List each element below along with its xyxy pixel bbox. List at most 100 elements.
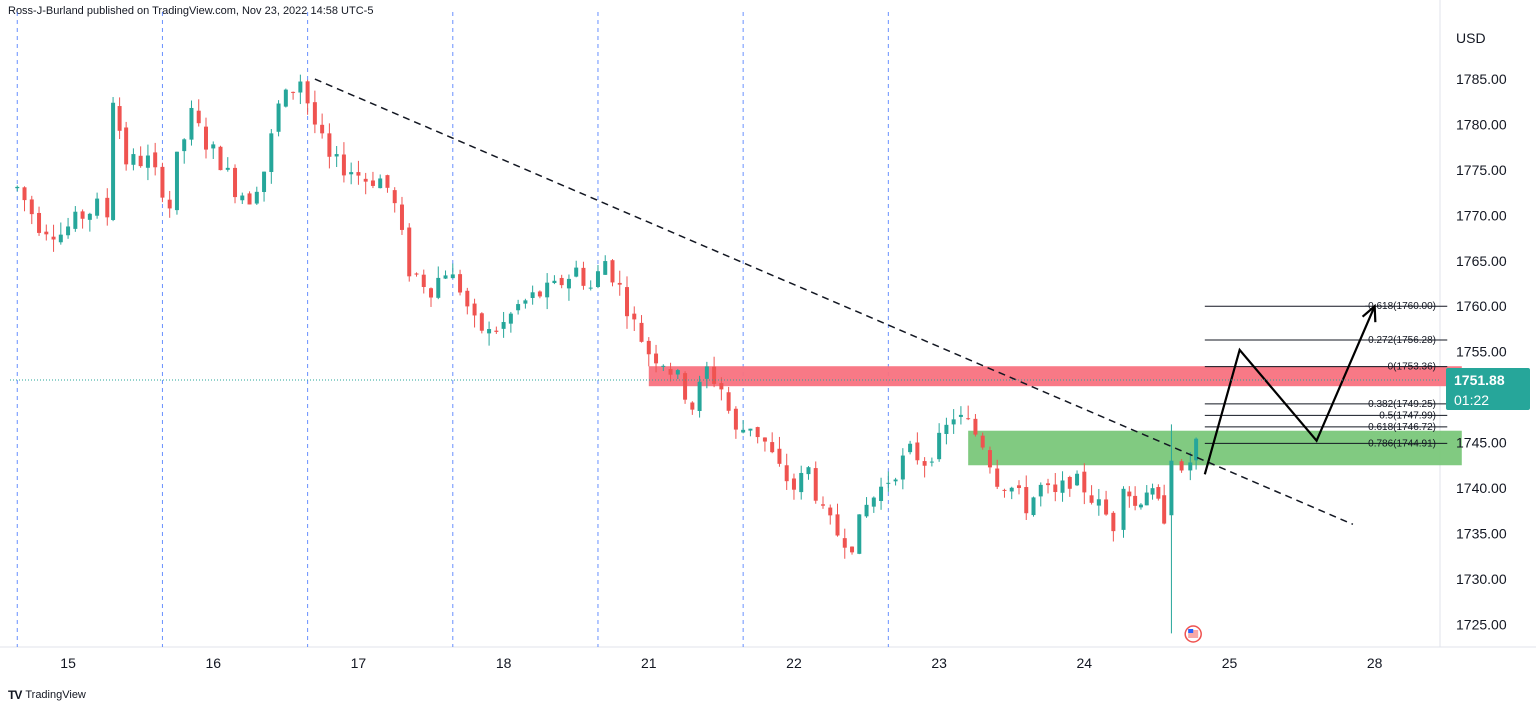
candle	[443, 275, 448, 279]
price-tick-label: 1735.00	[1456, 525, 1507, 541]
candle	[987, 450, 992, 468]
price-tick-label: 1770.00	[1456, 207, 1507, 223]
candle	[254, 191, 259, 204]
candle	[1002, 489, 1007, 491]
candle	[211, 144, 216, 149]
candle	[1127, 491, 1132, 497]
candle	[153, 152, 158, 168]
candle	[87, 213, 92, 220]
candle	[105, 197, 110, 218]
price-tick-label: 1745.00	[1456, 435, 1507, 451]
candle	[995, 468, 1000, 487]
candle	[29, 199, 34, 215]
candle	[407, 227, 412, 277]
candle	[879, 486, 884, 502]
time-axis[interactable]: 15 16 17 18 21 22 23 24 25 28	[60, 655, 1382, 671]
candle	[842, 538, 847, 548]
candle	[1046, 483, 1051, 486]
candle	[494, 330, 499, 332]
fib-label: 0.786(1744.91)	[1368, 438, 1436, 449]
price-tick-label: 1760.00	[1456, 298, 1507, 314]
candle	[218, 146, 223, 171]
candle	[95, 198, 100, 216]
price-tick-label: 1785.00	[1456, 71, 1507, 87]
candle	[421, 274, 426, 287]
price-tick-label: 1730.00	[1456, 571, 1507, 587]
candle	[559, 277, 564, 286]
candle	[1162, 495, 1167, 524]
candle	[196, 110, 201, 124]
candle	[755, 427, 760, 438]
candle	[131, 154, 136, 165]
candle	[654, 353, 659, 364]
candle	[80, 211, 85, 219]
candle	[291, 91, 296, 93]
flag-canton	[1188, 629, 1194, 633]
candle	[581, 267, 586, 286]
candle	[44, 231, 49, 235]
candle	[791, 478, 796, 490]
candle	[1104, 499, 1109, 515]
candle	[966, 418, 971, 420]
candle	[1169, 460, 1174, 516]
candle	[1089, 495, 1094, 503]
candle	[349, 172, 354, 175]
last-price: 1751.88 01:22	[10, 368, 1530, 643]
candle	[864, 504, 869, 517]
candle	[893, 479, 898, 482]
candle	[160, 166, 165, 198]
candle	[240, 195, 245, 201]
trendline[interactable]	[314, 78, 1354, 526]
candle	[1179, 461, 1184, 471]
candle	[370, 180, 375, 186]
candle	[262, 171, 267, 192]
fib-label: -0.272(1756.28)	[1365, 335, 1436, 346]
candle	[1082, 471, 1087, 493]
candle	[472, 303, 477, 316]
projection-path[interactable]	[1203, 303, 1377, 475]
candle	[828, 507, 833, 516]
currency-label: USD	[1456, 30, 1486, 46]
footer: TV TradingView	[8, 688, 86, 702]
candle	[516, 304, 521, 311]
candle	[690, 402, 695, 410]
price-tick-label: 1775.00	[1456, 162, 1507, 178]
time-tick-label: 15	[60, 655, 76, 671]
candle	[1133, 495, 1138, 506]
candle	[1188, 462, 1193, 471]
candle	[813, 468, 818, 501]
candle	[937, 432, 942, 460]
time-tick-label: 24	[1077, 655, 1093, 671]
candle	[167, 199, 172, 209]
arrow-head-icon	[1361, 303, 1377, 323]
us-flag-icon	[1184, 625, 1202, 643]
fib-levels[interactable]: -0.618(1760.00) -0.272(1756.28) 0(1753.36)…	[1204, 301, 1448, 449]
candle	[704, 366, 709, 379]
fib-label: 0(1753.36)	[1388, 362, 1436, 373]
candle	[327, 133, 332, 157]
candle	[189, 107, 194, 140]
candle	[341, 154, 346, 176]
candle	[1156, 487, 1161, 499]
candle	[269, 133, 274, 172]
candle	[1194, 438, 1199, 461]
candle	[385, 175, 390, 188]
candle	[537, 291, 542, 297]
candle	[973, 418, 978, 435]
candle	[436, 277, 441, 298]
candle	[545, 282, 550, 298]
candle	[117, 106, 122, 131]
candle	[487, 329, 492, 334]
candle	[15, 186, 20, 189]
candle	[305, 81, 310, 104]
candle	[915, 442, 920, 461]
candle	[980, 435, 985, 448]
candle	[958, 414, 963, 417]
candle	[458, 274, 463, 293]
candle	[145, 155, 150, 168]
candle	[1016, 485, 1021, 488]
candle	[37, 212, 42, 233]
price-axis[interactable]: USD 1785.00 1780.00 1775.00 1770.00 1765.00 17…	[1456, 30, 1507, 632]
candle	[450, 274, 455, 279]
